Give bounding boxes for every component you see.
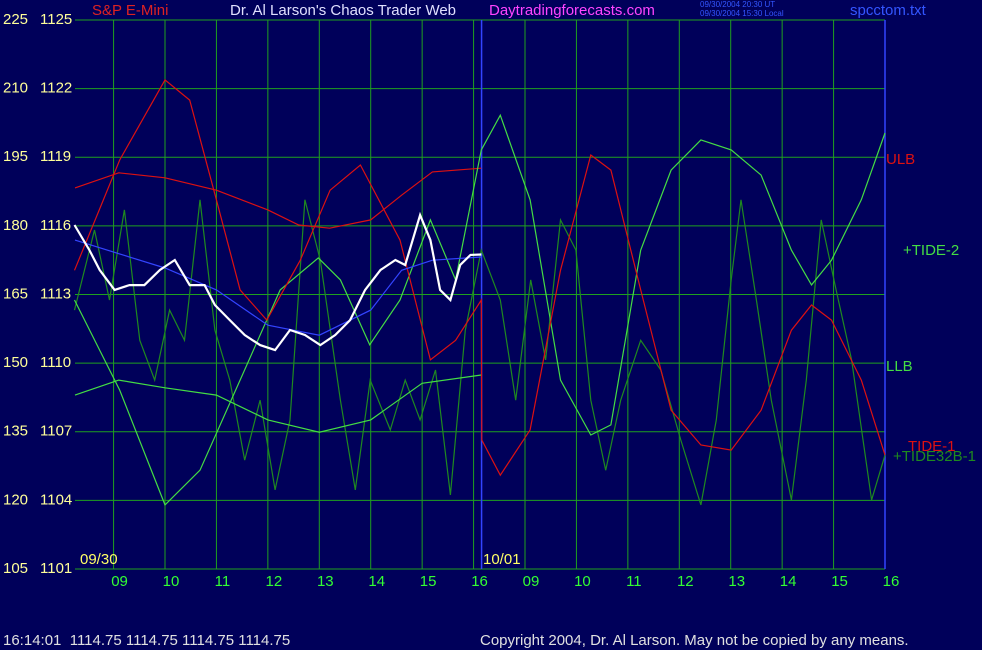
legend-label: +TIDE32B-1 — [893, 448, 976, 465]
copyright: Copyright 2004, Dr. Al Larson. May not b… — [480, 632, 909, 649]
series-line — [73, 211, 482, 352]
x-tick-label: 15 — [420, 573, 437, 590]
y-tick-label: 120 — [3, 491, 28, 508]
x-tick-label: 09 — [111, 573, 128, 590]
x-tick-label: 14 — [368, 573, 385, 590]
legend-label: ULB — [886, 151, 915, 168]
y2-tick-label: 1101 — [40, 560, 72, 577]
chart-title: Dr. Al Larson's Chaos Trader Web — [230, 2, 456, 19]
x-tick-label: 15 — [831, 573, 848, 590]
legend-label: TIDE-1 — [908, 438, 956, 455]
y-tick-label: 210 — [3, 80, 28, 97]
y2-tick-label: 1104 — [40, 491, 72, 508]
y2-tick-label: 1116 — [40, 217, 71, 234]
x-tick-label: 12 — [266, 573, 283, 590]
x-tick-label: 11 — [626, 573, 642, 590]
y-tick-label: 105 — [3, 560, 28, 577]
series-line — [73, 78, 886, 477]
series-line — [73, 199, 886, 506]
series-line — [74, 167, 482, 229]
series-lines — [73, 78, 886, 506]
y2-tick-label: 1113 — [40, 285, 71, 302]
file-name: spcctom.txt — [850, 2, 927, 19]
y-tick-label: 225 — [3, 11, 28, 28]
legend-label: +TIDE-2 — [903, 242, 959, 259]
x-tick-label: 13 — [728, 573, 745, 590]
timestamp: 09/30/2004 15:30 Local — [700, 9, 784, 18]
day-label: 10/01 — [483, 551, 521, 568]
series-line — [74, 239, 482, 336]
timestamp: 09/30/2004 20:30 UT — [700, 0, 775, 9]
y2-tick-label: 1122 — [40, 80, 72, 97]
y-tick-label: 165 — [3, 285, 28, 302]
x-tick-label: 12 — [677, 573, 694, 590]
status-line: 16:14:01 1114.75 1114.75 1114.75 1114.75 — [3, 632, 290, 649]
x-tick-label: 09 — [523, 573, 540, 590]
y-tick-label: 150 — [3, 354, 28, 371]
y2-tick-label: 1119 — [40, 148, 71, 165]
day-label: 09/30 — [80, 551, 118, 568]
x-tick-label: 10 — [574, 573, 591, 590]
x-tick-label: 11 — [215, 573, 231, 590]
y-tick-label: 135 — [3, 423, 28, 440]
y2-tick-label: 1125 — [40, 11, 72, 28]
grid — [75, 19, 886, 570]
x-tick-label: 16 — [883, 573, 900, 590]
x-tick-label: 10 — [163, 573, 180, 590]
x-tick-label: 16 — [471, 573, 488, 590]
x-tick-label: 14 — [780, 573, 797, 590]
website: Daytradingforecasts.com — [489, 2, 655, 19]
y-tick-label: 195 — [3, 148, 28, 165]
symbol: S&P E-Mini — [92, 2, 168, 19]
x-tick-label: 13 — [317, 573, 334, 590]
y2-tick-label: 1110 — [40, 354, 71, 371]
series-line — [73, 113, 886, 506]
series-line — [74, 374, 482, 433]
legend-label: LLB — [886, 358, 913, 375]
y2-tick-label: 1107 — [40, 423, 72, 440]
y-tick-label: 180 — [3, 217, 28, 234]
